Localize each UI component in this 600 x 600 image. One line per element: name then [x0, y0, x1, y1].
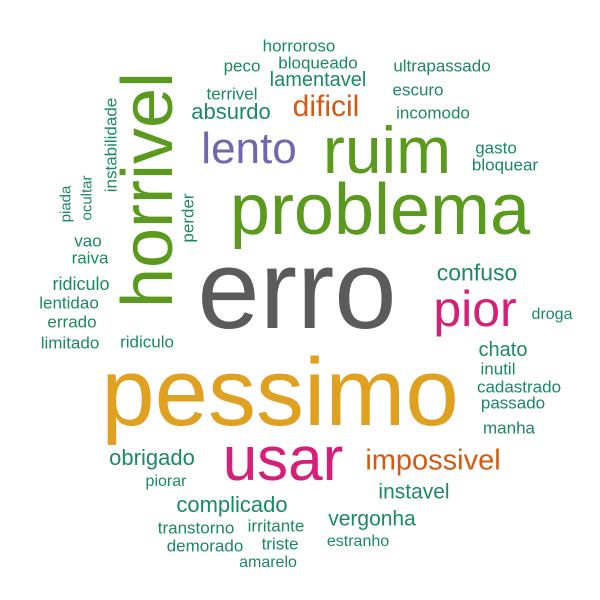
word-pior: pior — [433, 281, 517, 337]
word-manha: manha — [483, 418, 535, 438]
word-droga: droga — [531, 306, 573, 323]
word-instabilidade: instabilidade — [101, 97, 121, 193]
word-inutil: inutil — [480, 359, 516, 379]
word-lentidao: lentidao — [39, 293, 99, 313]
word-problema: problema — [229, 170, 531, 250]
word-chato: chato — [478, 339, 528, 361]
word-bloqueado: bloqueado — [278, 53, 358, 73]
word-lento: lento — [201, 124, 297, 173]
word-peco: peco — [223, 56, 261, 76]
word-ruim: ruim — [322, 113, 452, 187]
word-horroroso: horroroso — [262, 36, 336, 56]
word-obrigado: obrigado — [109, 445, 195, 470]
word-complicado: complicado — [176, 492, 288, 517]
word-piorar: piorar — [145, 473, 187, 490]
word-pessimo: pessimo — [101, 339, 459, 446]
word-amarelo: amarelo — [239, 554, 297, 571]
word-cadastrado: cadastrado — [476, 377, 562, 397]
word-piada: piada — [57, 185, 75, 223]
word-raiva: raiva — [71, 248, 109, 268]
word-transtorno: transtorno — [157, 518, 235, 538]
word-estranho: estranho — [326, 533, 390, 550]
word-escuro: escuro — [392, 80, 444, 100]
word-horrivel: horrivel — [108, 71, 188, 309]
word-incomodo: incomodo — [396, 103, 470, 123]
word-ridiculo-1: ridiculo — [52, 274, 110, 294]
word-instavel: instavel — [378, 480, 450, 504]
word-vergonha: vergonha — [328, 507, 416, 531]
word-impossivel: impossivel — [365, 444, 501, 477]
word-errado: errado — [47, 312, 97, 332]
word-vao: vao — [74, 231, 102, 251]
word-gasto: gasto — [475, 138, 517, 158]
word-ultrapassado: ultrapassado — [393, 56, 491, 76]
word-limitado: limitado — [40, 333, 100, 353]
word-ridiculo-2: ridiculo — [120, 332, 174, 352]
word-perder: perder — [178, 193, 198, 243]
word-ocultar: ocultar — [78, 175, 96, 221]
word-demorado: demorado — [166, 536, 244, 556]
word-lamentavel: lamentavel — [269, 69, 367, 91]
word-passado: passado — [480, 393, 546, 413]
word-confuso: confuso — [436, 259, 518, 286]
word-erro: erro — [197, 227, 397, 352]
word-dificil: dificil — [292, 90, 360, 123]
word-terrivel: terrivel — [206, 84, 258, 104]
word-absurdo: absurdo — [191, 99, 271, 124]
word-bloquear: bloquear — [471, 155, 539, 175]
word-usar: usar — [222, 425, 344, 494]
word-triste: triste — [261, 534, 299, 554]
word-irritante: irritante — [247, 516, 305, 536]
